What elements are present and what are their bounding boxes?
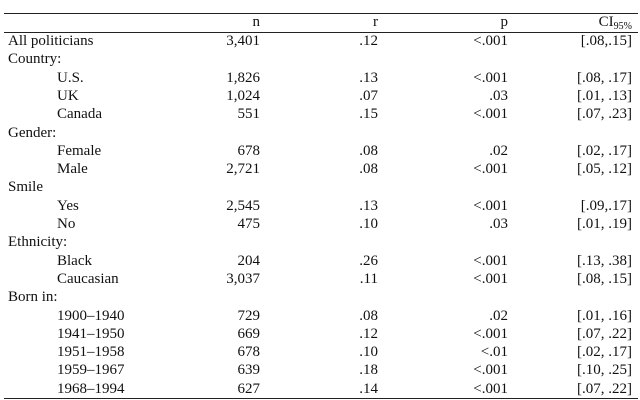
cell: [.01, .19] xyxy=(577,216,632,232)
header-rule xyxy=(4,32,638,33)
cell: .13 xyxy=(359,69,378,86)
cell: 678 xyxy=(237,142,261,159)
group-label: Smile xyxy=(8,179,44,196)
cell: 669 xyxy=(237,325,261,342)
cell: <.001 xyxy=(473,270,508,287)
cell: .26 xyxy=(359,252,378,269)
cell: [.08, .15] xyxy=(577,270,632,287)
cell: 678 xyxy=(237,344,261,361)
bottom-rule xyxy=(4,398,638,399)
cell: .03 xyxy=(489,87,508,104)
cell: .08 xyxy=(359,307,378,324)
cell: .08 xyxy=(359,142,378,159)
cell: 204 xyxy=(237,252,261,269)
cell: [.05, .12] xyxy=(577,161,632,178)
cell: <.001 xyxy=(473,325,508,342)
sub-row-label: 1900–1940 xyxy=(57,307,125,324)
cell: .08 xyxy=(359,161,378,178)
cell: 3,401 xyxy=(226,33,260,49)
cell: .15 xyxy=(359,106,378,123)
cell: <.001 xyxy=(473,252,508,269)
ci-label: CI xyxy=(598,14,614,30)
cell: .10 xyxy=(359,216,378,232)
column-header: r xyxy=(373,14,378,30)
cell: .11 xyxy=(359,270,378,287)
cell: 1,024 xyxy=(226,87,260,104)
cell: .13 xyxy=(359,197,378,214)
cell: [.02, .17] xyxy=(577,344,632,361)
sub-row-label: 1959–1967 xyxy=(57,362,125,379)
sub-row-label: Female xyxy=(57,142,102,159)
cell: <.001 xyxy=(473,161,508,178)
cell: .12 xyxy=(359,325,378,342)
sub-row-label: No xyxy=(57,216,76,232)
cell: [.08,.15] xyxy=(580,33,632,49)
cell: <.01 xyxy=(480,344,508,361)
sub-row-label: 1941–1950 xyxy=(57,325,125,342)
group-label: Country: xyxy=(8,51,62,68)
cell: [.10, .25] xyxy=(577,362,632,379)
cell: <.001 xyxy=(473,106,508,123)
ci-subscript: 95% xyxy=(613,21,632,32)
sub-row-label: 1968–1994 xyxy=(57,380,125,397)
sub-row-label: Male xyxy=(57,161,88,178)
column-header: p xyxy=(500,14,509,30)
sub-row-label: UK xyxy=(57,87,79,104)
sub-row-label: Yes xyxy=(57,197,79,214)
cell: <.001 xyxy=(473,362,508,379)
cell: .02 xyxy=(489,142,508,159)
cell: [.07, .22] xyxy=(577,380,632,397)
sub-row-label: Black xyxy=(57,252,92,269)
cell: 627 xyxy=(237,380,261,397)
cell: 3,037 xyxy=(226,270,260,287)
cell: 2,721 xyxy=(226,161,260,178)
cell: .14 xyxy=(359,380,378,397)
cell: .03 xyxy=(489,216,508,232)
cell: [.07, .22] xyxy=(577,325,632,342)
group-label: Gender: xyxy=(8,124,57,141)
cell: [.01, .13] xyxy=(577,87,632,104)
cell: <.001 xyxy=(473,380,508,397)
cell: .07 xyxy=(359,87,378,104)
cell: [.08, .17] xyxy=(577,69,632,86)
ci-header: CI95% xyxy=(599,13,632,36)
cell: .10 xyxy=(359,344,378,361)
cell: 729 xyxy=(237,307,261,324)
cell: [.07, .23] xyxy=(577,106,632,123)
column-header: n xyxy=(252,14,261,30)
cell: <.001 xyxy=(473,33,508,49)
cell: 1,826 xyxy=(226,69,260,86)
cell: .18 xyxy=(359,362,378,379)
cell: 551 xyxy=(237,106,261,123)
cell: <.001 xyxy=(473,69,508,86)
group-label: Ethnicity: xyxy=(8,234,68,251)
group-label: Born in: xyxy=(8,289,58,306)
cell: <.001 xyxy=(473,197,508,214)
top-rule xyxy=(4,13,638,14)
row-label: All politicians xyxy=(8,33,94,49)
cell: [.01, .16] xyxy=(577,307,632,324)
cell: [.02, .17] xyxy=(577,142,632,159)
sub-row-label: U.S. xyxy=(57,69,84,86)
cell: .02 xyxy=(489,307,508,324)
cell: 475 xyxy=(237,216,261,232)
cell: 639 xyxy=(237,362,261,379)
sub-row-label: 1951–1958 xyxy=(57,344,125,361)
cell: [.09,.17] xyxy=(580,197,632,214)
cell: [.13, .38] xyxy=(577,252,632,269)
cell: .12 xyxy=(359,33,378,49)
sub-row-label: Canada xyxy=(57,106,102,123)
sub-row-label: Caucasian xyxy=(57,270,119,287)
cell: 2,545 xyxy=(226,197,260,214)
